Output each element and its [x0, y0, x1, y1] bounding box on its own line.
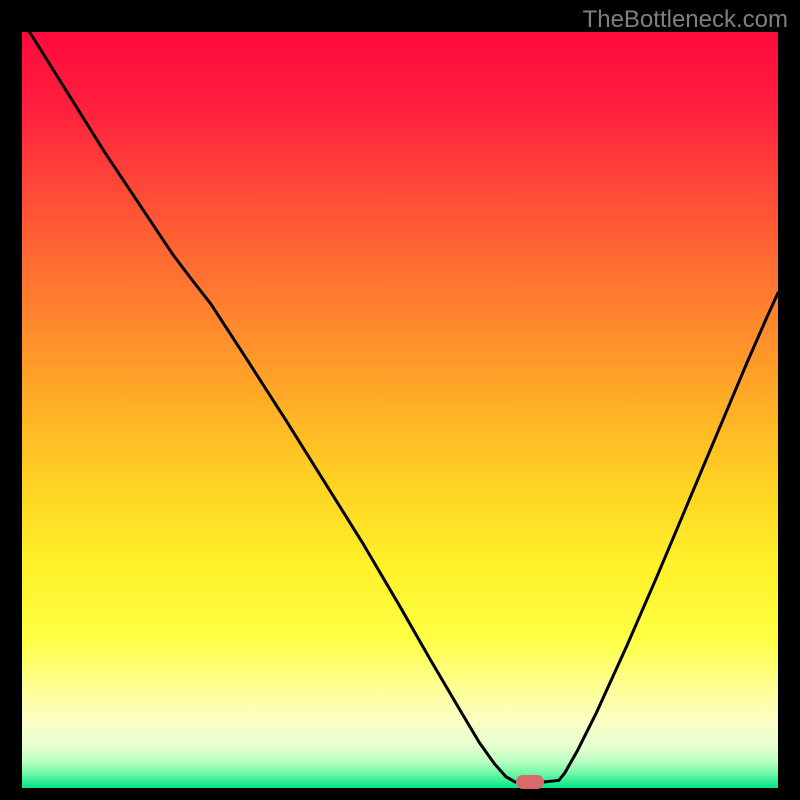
watermark-text: TheBottleneck.com — [583, 6, 788, 34]
plot-area — [22, 32, 778, 788]
bottleneck-curve — [30, 32, 778, 782]
curve-svg — [22, 32, 778, 788]
optimal-marker — [516, 775, 544, 789]
chart-container: TheBottleneck.com — [0, 0, 800, 800]
